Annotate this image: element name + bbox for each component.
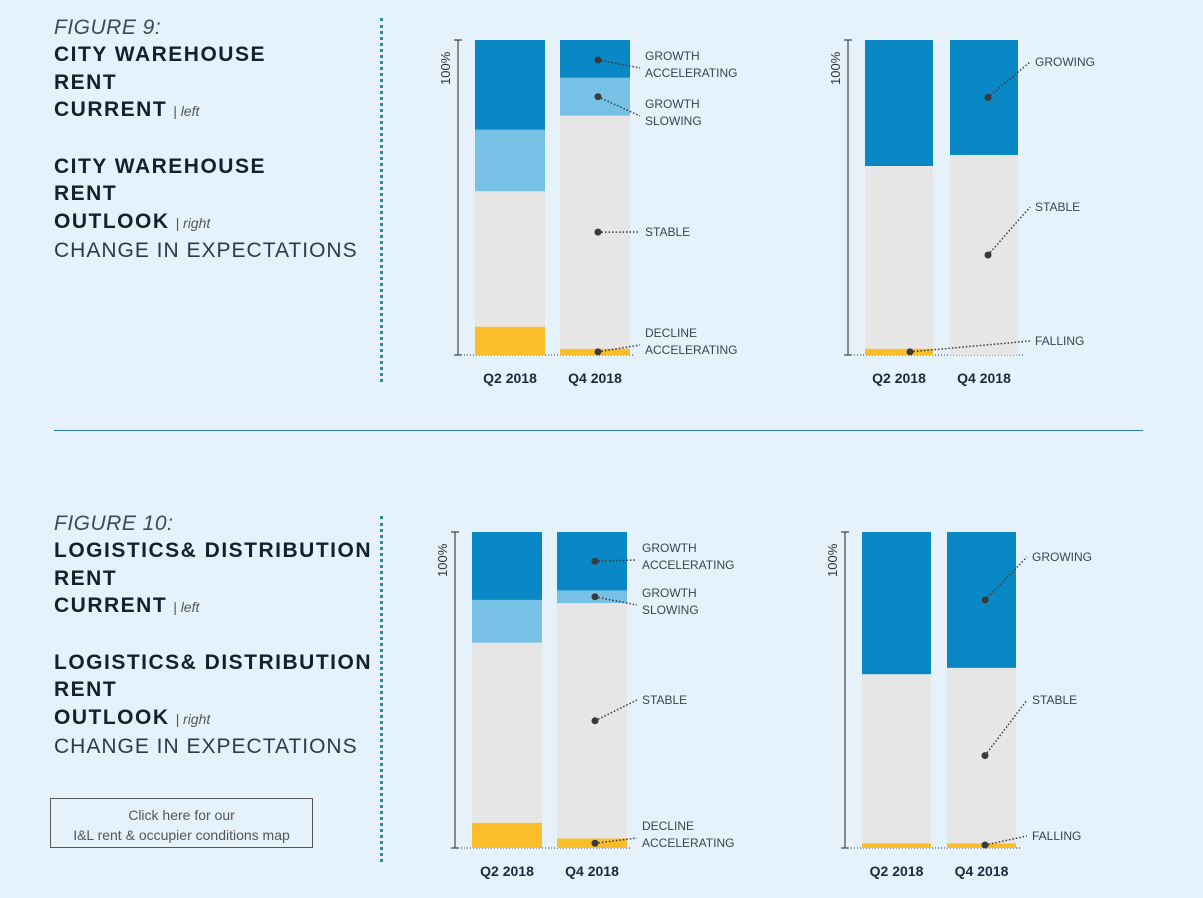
figure-9-subtitle: CHANGE IN EXPECTATIONS — [54, 239, 358, 262]
figure-10-current-word: CURRENT — [54, 594, 168, 617]
chart-0-callout-stable: STABLE — [645, 225, 690, 239]
chart-0-category-label: Q4 2018 — [568, 370, 622, 386]
chart-1-callout-stable: STABLE — [1035, 200, 1080, 214]
figure-9-heading-1-line-2: RENT — [54, 70, 118, 94]
chart-3-bar-0-growing — [862, 532, 931, 675]
chart-3-bar-1-falling — [947, 843, 1016, 848]
chart-2-y-label: 100% — [435, 543, 450, 577]
figure-10-right-tag: | right — [175, 710, 211, 727]
figure-9-outlook-word: OUTLOOK — [54, 209, 170, 233]
chart-1-bar-0-growing — [865, 40, 933, 166]
figure-9-heading-1-line-3: CURRENT | left — [54, 96, 384, 126]
chart-2-callout-line — [594, 837, 638, 845]
figure-9-current-word: CURRENT — [54, 98, 168, 121]
chart-3-category-label: Q4 2018 — [955, 863, 1009, 879]
chart-3-callout-line — [984, 556, 1028, 601]
chart-3-callout-line — [984, 699, 1028, 757]
map-button-line-2: I&L rent & occupier conditions map — [73, 827, 290, 843]
figure-10-label: FIGURE 10: — [54, 512, 174, 535]
chart-2-callout-growth-accelerating: GROWTH ACCELERATING — [642, 541, 734, 572]
chart-0-bar-0-growth-slowing — [475, 129, 545, 192]
chart-0-callout-decline-accelerating: DECLINE ACCELERATING — [645, 326, 737, 357]
figure-9-left-tag: | left — [173, 103, 200, 119]
chart-2-bar-0-decline-accelerating — [472, 822, 542, 848]
figure-9-right-tag: | right — [175, 214, 211, 231]
figure-10-outlook-word: OUTLOOK — [54, 705, 170, 729]
figure-9-heading-1-line-1: CITY WAREHOUSE — [54, 43, 266, 66]
figure-9-divider — [380, 18, 383, 382]
chart-2-bar-0-stable — [472, 642, 542, 823]
chart-1-callout-growing: GROWING — [1035, 55, 1095, 69]
chart-3-bar-0-falling — [862, 843, 931, 848]
figure-10-heading-2-line-2: RENT — [54, 678, 118, 701]
chart-0-callout-line — [597, 96, 641, 117]
chart-2-category-label: Q2 2018 — [480, 863, 534, 879]
chart-1-bar-0-falling — [865, 348, 933, 355]
chart-0-callout-line — [597, 344, 641, 353]
chart-0-bar-0-decline-accelerating — [475, 326, 545, 355]
chart-1-callout-falling: FALLING — [1035, 334, 1084, 348]
chart-2-callout-line — [594, 699, 638, 722]
chart-0-bar-0-growth-accelerating — [475, 40, 545, 130]
chart-1-category-label: Q2 2018 — [872, 370, 926, 386]
figure-9-label: FIGURE 9: — [54, 16, 162, 39]
chart-1-y-label: 100% — [828, 51, 843, 85]
chart-3-callout-line — [984, 835, 1028, 846]
chart-0-callout-growth-slowing: GROWTH SLOWING — [645, 97, 702, 128]
figure-9-heading-2-line-3: OUTLOOK | right — [54, 208, 384, 238]
chart-0-callout-line — [597, 59, 641, 69]
chart-2-callout-growth-slowing: GROWTH SLOWING — [642, 586, 699, 617]
figure-10-left-tag: | left — [173, 599, 200, 615]
chart-3-callout-falling: FALLING — [1032, 829, 1081, 843]
chart-0-bar-0-stable — [475, 191, 545, 327]
chart-2-bar-0-growth-accelerating — [472, 532, 542, 600]
figure-10-heading-2-line-1: LOGISTICS& DISTRIBUTION — [54, 650, 372, 674]
figure-10-heading-1-line-1: LOGISTICS& DISTRIBUTION — [54, 539, 372, 562]
chart-3-category-label: Q2 2018 — [870, 863, 924, 879]
chart-1-category-label: Q4 2018 — [957, 370, 1011, 386]
figure-9-heading-2-line-2: RENT — [54, 182, 118, 205]
chart-1-callout-line — [987, 61, 1031, 99]
rent-map-link-button[interactable]: Click here for our I&L rent & occupier c… — [50, 798, 313, 848]
chart-2-callout-stable: STABLE — [642, 693, 687, 707]
map-button-line-1: Click here for our — [128, 807, 235, 823]
figure-10-heading-1-line-3: CURRENT | left — [54, 592, 384, 622]
chart-2-category-label: Q4 2018 — [565, 863, 619, 879]
chart-0-y-label: 100% — [438, 51, 453, 85]
chart-3-callout-stable: STABLE — [1032, 693, 1077, 707]
chart-3-bar-0-stable — [862, 674, 931, 844]
chart-3-callout-growing: GROWING — [1032, 550, 1092, 564]
figure-10-text: FIGURE 10: LOGISTICS& DISTRIBUTION RENT … — [54, 510, 384, 760]
chart-2-callout-line — [594, 596, 638, 606]
chart-1-bar-1-growing — [950, 40, 1018, 155]
figure-10-heading-1-line-2: RENT — [54, 566, 118, 590]
chart-1-callout-line — [987, 206, 1031, 256]
chart-0-category-label: Q2 2018 — [483, 370, 537, 386]
chart-2-bar-0-growth-slowing — [472, 599, 542, 643]
chart-2-callout-decline-accelerating: DECLINE ACCELERATING — [642, 819, 734, 850]
figure-10-heading-2-line-3: OUTLOOK | right — [54, 704, 384, 734]
figure-10-subtitle: CHANGE IN EXPECTATIONS — [54, 735, 358, 758]
figure-9-heading-2-line-1: CITY WAREHOUSE — [54, 154, 266, 178]
chart-1-bar-1-stable — [950, 154, 1018, 355]
section-divider — [54, 430, 1143, 431]
chart-1-bar-0-stable — [865, 166, 933, 349]
chart-0-callout-growth-accelerating: GROWTH ACCELERATING — [645, 49, 737, 80]
chart-2-callout-line — [594, 559, 638, 562]
chart-1-callout-line — [909, 340, 1031, 353]
chart-3-y-label: 100% — [825, 543, 840, 577]
figure-9-text: FIGURE 9: CITY WAREHOUSE RENT CURRENT | l… — [54, 14, 384, 264]
figure-10-divider — [380, 516, 383, 862]
